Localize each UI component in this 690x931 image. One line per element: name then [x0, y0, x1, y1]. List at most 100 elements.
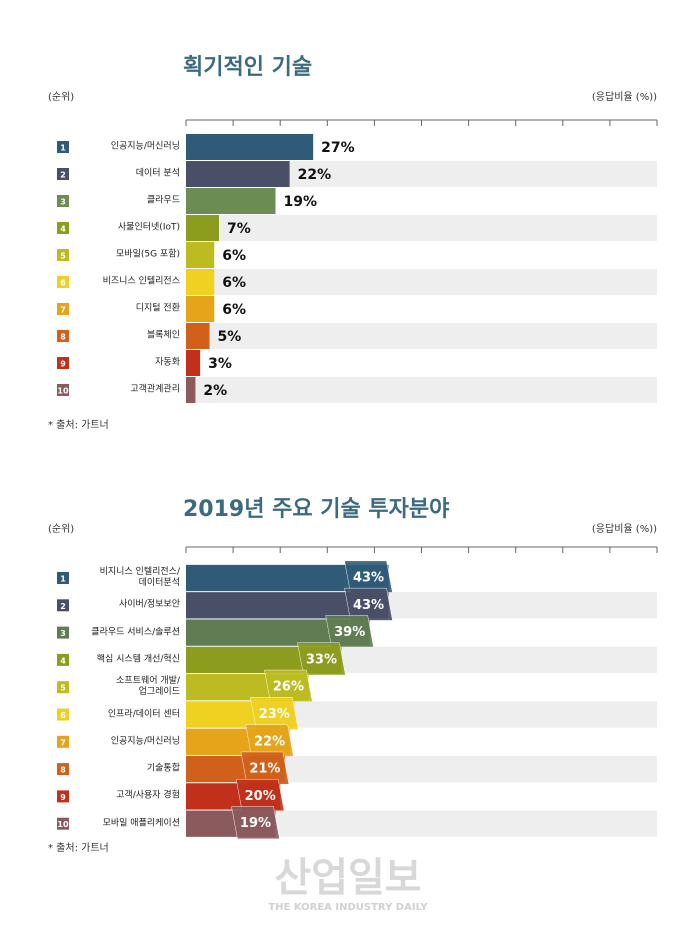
rank-number: 8 [60, 333, 66, 342]
category-label: 모바일(5G 포함) [116, 249, 180, 260]
rank-box [57, 653, 69, 666]
rank-box [57, 790, 69, 803]
category-label: 데이터 분석 [135, 168, 180, 179]
rank-number: 4 [60, 656, 66, 665]
bar [186, 323, 210, 349]
bar [186, 242, 215, 268]
value-label: 20% [245, 789, 276, 804]
bar [186, 215, 219, 241]
category-label: 인프라/데이터 센터 [107, 709, 180, 719]
rank-number: 6 [60, 279, 66, 288]
rank-number: 6 [60, 711, 66, 720]
rank-number: 7 [60, 738, 66, 747]
value-label-box [297, 642, 346, 676]
value-label: 7% [227, 221, 251, 237]
rank-box [57, 763, 69, 776]
rank-number: 9 [60, 793, 66, 802]
category-label: 디지털 전환 [135, 303, 180, 314]
rank-number: 5 [60, 684, 66, 693]
rank-number: 5 [60, 252, 66, 261]
value-label-box [240, 751, 290, 785]
rank-label: (순위) [48, 90, 74, 103]
rank-box [57, 303, 69, 315]
rank-number: 3 [60, 198, 66, 207]
category-label: 자동화 [155, 357, 180, 368]
axis-label: (응답비율 (%)) [592, 91, 657, 103]
rank-number: 1 [60, 575, 66, 584]
rank-box [57, 599, 69, 612]
category-label: 인공지능/머신러닝 [110, 141, 180, 152]
value-label: 6% [222, 302, 246, 318]
source-note: * 출처: 가트너 [48, 842, 109, 854]
value-label: 19% [283, 194, 317, 210]
rank-number: 2 [60, 602, 66, 611]
value-label: 27% [321, 140, 355, 156]
axis-label: (응답비율 (%)) [592, 523, 657, 535]
rank-box [57, 572, 69, 584]
value-label: 22% [298, 167, 332, 183]
rank-box [57, 708, 69, 721]
row-background [186, 377, 657, 403]
rank-number: 9 [60, 360, 66, 369]
row-background [186, 215, 657, 241]
bar [186, 269, 215, 295]
category-label: 인공지능/머신러닝 [110, 736, 180, 747]
watermark-title: 산업일보 [274, 855, 421, 901]
rank-number: 4 [60, 225, 66, 234]
category-label: 기술통합 [146, 763, 180, 774]
rank-box [57, 357, 69, 369]
category-label: 블록체인 [146, 330, 180, 341]
value-label: 39% [334, 625, 365, 640]
category-label: 사이버/정보보안 [119, 599, 180, 610]
rank-box [57, 735, 69, 748]
rank-number: 10 [57, 820, 69, 829]
watermark-subtitle: THE KOREA INDUSTRY DAILY [268, 902, 428, 913]
value-label: 43% [353, 598, 384, 613]
value-label-box [250, 697, 299, 730]
value-label: 6% [222, 248, 246, 264]
source-note: * 출처: 가트너 [48, 419, 109, 431]
value-label: 2% [203, 383, 227, 399]
row-background [186, 269, 657, 295]
bar [186, 134, 314, 160]
value-label-box [231, 806, 280, 840]
rank-number: 7 [60, 306, 66, 315]
value-label: 3% [208, 356, 232, 372]
bar [186, 188, 276, 214]
value-label: 33% [306, 652, 337, 667]
chart-title: 2019년 주요 기술 투자분야 [183, 497, 449, 522]
bar [186, 296, 215, 322]
value-label: 22% [254, 734, 285, 749]
category-label: 사물인터넷(IoT) [117, 222, 180, 233]
bar [186, 377, 196, 403]
category-label: 소프트웨어 개발/ 업그레이드 [116, 676, 180, 698]
value-label: 43% [353, 571, 384, 586]
rank-number: 8 [60, 766, 66, 775]
chart-title: 획기적인 기술 [183, 55, 312, 80]
rank-number: 3 [60, 629, 66, 638]
value-label: 6% [222, 275, 246, 291]
bar [186, 350, 201, 376]
rank-box [57, 626, 69, 639]
rank-box [57, 222, 69, 234]
value-label: 26% [273, 680, 304, 695]
rank-number: 10 [57, 387, 69, 396]
rank-box [57, 141, 69, 153]
value-label: 23% [259, 707, 290, 722]
rank-box [57, 681, 69, 694]
rank-label: (순위) [48, 522, 74, 535]
rank-box [57, 276, 69, 288]
rank-box [57, 168, 69, 180]
category-label: 고객/사용자 경험 [116, 790, 180, 801]
value-label: 5% [218, 329, 242, 345]
category-label: 고객관계관리 [130, 384, 180, 395]
category-label: 클라우드 [146, 195, 180, 206]
value-label: 19% [240, 816, 271, 831]
bar [186, 161, 290, 187]
value-label: 21% [249, 762, 280, 777]
category-label: 모바일 애플리케이션 [102, 818, 180, 829]
rank-box [57, 330, 69, 342]
rank-number: 1 [60, 144, 66, 153]
value-label-box [344, 587, 393, 621]
